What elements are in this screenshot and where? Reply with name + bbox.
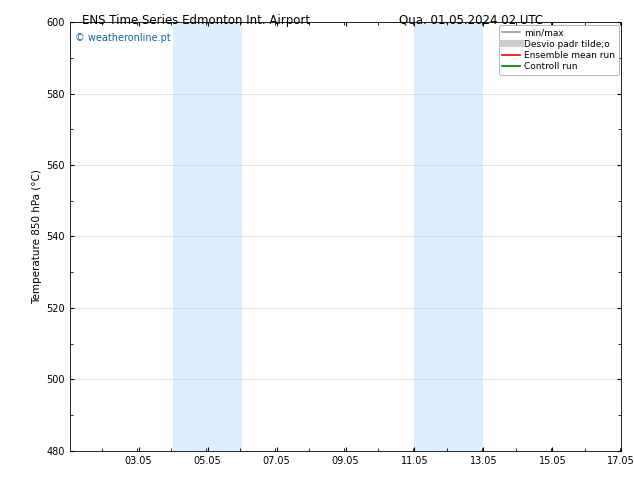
Text: ENS Time Series Edmonton Int. Airport: ENS Time Series Edmonton Int. Airport xyxy=(82,14,311,27)
Bar xyxy=(415,22,483,451)
Bar xyxy=(173,22,242,451)
Text: © weatheronline.pt: © weatheronline.pt xyxy=(75,33,171,43)
Text: Qua. 01.05.2024 02 UTC: Qua. 01.05.2024 02 UTC xyxy=(399,14,543,27)
Y-axis label: Temperature 850 hPa (°C): Temperature 850 hPa (°C) xyxy=(32,169,42,304)
Legend: min/max, Desvio padr tilde;o, Ensemble mean run, Controll run: min/max, Desvio padr tilde;o, Ensemble m… xyxy=(499,25,619,75)
